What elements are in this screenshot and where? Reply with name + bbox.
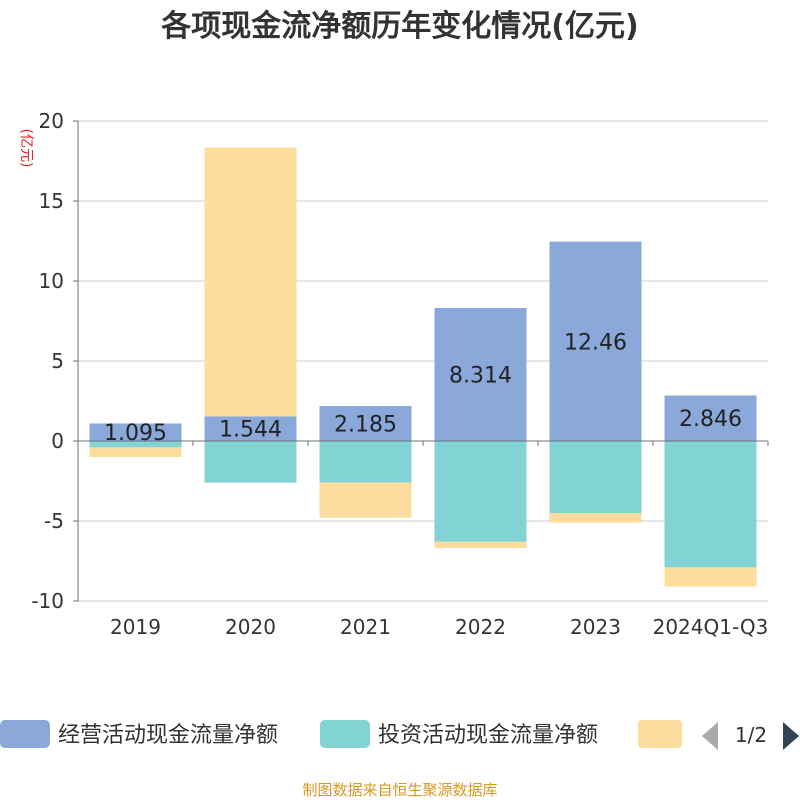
legend-prev-page-icon[interactable]	[702, 722, 718, 750]
bar-third	[204, 147, 297, 417]
x-tick-label: 2024Q1-Q3	[653, 615, 769, 639]
legend-swatch-operating	[0, 720, 50, 748]
bar-operating	[664, 395, 757, 441]
y-tick-label: 5	[51, 349, 64, 373]
y-tick-label: 0	[51, 429, 64, 453]
y-tick-label: 20	[39, 109, 64, 133]
legend-swatch-third	[638, 720, 682, 748]
bar-investing	[204, 441, 297, 483]
y-tick-label: -10	[31, 589, 64, 613]
x-tick-label: 2019	[110, 615, 161, 639]
bar-operating	[89, 423, 182, 441]
bar-third	[664, 567, 757, 587]
data-label: 12.46	[564, 330, 627, 355]
data-label: 1.544	[219, 418, 282, 443]
bar-third	[434, 541, 527, 549]
y-axis-unit: (亿元)	[18, 129, 34, 168]
legend-item-investing[interactable]: 投资活动现金流量净额	[320, 720, 598, 748]
bar-third	[319, 482, 412, 518]
x-tick-label: 2022	[455, 615, 506, 639]
bar-third	[549, 513, 642, 523]
legend-page-indicator: 1/2	[735, 723, 767, 747]
data-label: 2.846	[679, 407, 742, 432]
bars	[89, 147, 757, 587]
legend-swatch-investing	[320, 720, 370, 748]
bar-operating	[549, 241, 642, 441]
x-tick-label: 2021	[340, 615, 391, 639]
bar-operating	[319, 406, 412, 441]
y-tick-label: -5	[44, 509, 64, 533]
bar-investing	[89, 441, 182, 448]
bar-investing	[434, 441, 527, 542]
legend-label-operating: 经营活动现金流量净额	[58, 723, 278, 748]
legend: 经营活动现金流量净额 投资活动现金流量净额 1/2	[0, 720, 799, 750]
grid-lines	[78, 120, 768, 602]
legend-item-third[interactable]	[638, 720, 682, 748]
legend-label-investing: 投资活动现金流量净额	[378, 723, 598, 748]
data-label: 2.185	[334, 413, 397, 438]
y-tick-label: 15	[39, 189, 64, 213]
data-label: 1.095	[104, 421, 167, 446]
bar-operating	[204, 416, 297, 441]
y-tick-label: 10	[39, 269, 64, 293]
axes: 20 15 10 5 0 -5 -10 2019 2020 2021 2022 2023 2024Q1-…	[31, 109, 769, 639]
legend-item-operating[interactable]: 经营活动现金流量净额	[0, 720, 278, 748]
x-tick-label: 2023	[570, 615, 621, 639]
bar-investing	[549, 441, 642, 513]
chart-title: 各项现金流净额历年变化情况(亿元)	[160, 9, 638, 44]
bar-third	[89, 447, 182, 457]
source-note: 制图数据来自恒生聚源数据库	[302, 781, 497, 799]
legend-next-page-icon[interactable]	[783, 722, 799, 750]
data-label: 8.314	[449, 363, 512, 388]
data-labels: 1.095 1.544 2.185 8.314 12.46 2.846	[104, 330, 742, 446]
bar-investing	[319, 441, 412, 483]
bar-investing	[664, 441, 757, 568]
x-tick-label: 2020	[225, 615, 276, 639]
bar-operating	[434, 307, 527, 441]
